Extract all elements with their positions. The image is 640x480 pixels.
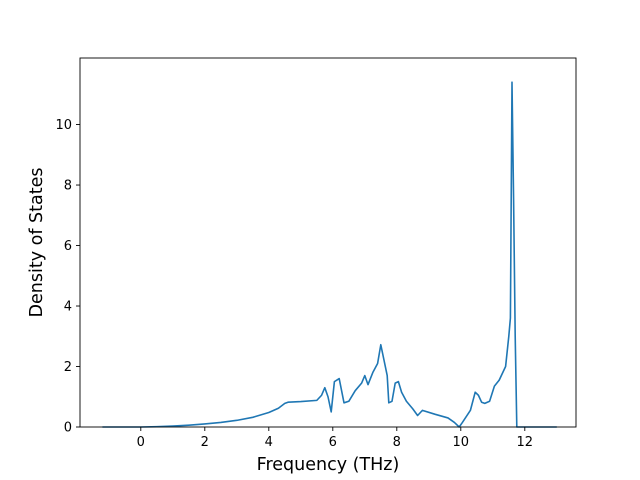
- x-tick-label: 6: [329, 435, 337, 450]
- plot-area: [102, 81, 557, 428]
- x-tick-label: 8: [393, 435, 401, 450]
- x-axis-label: Frequency (THz): [257, 455, 400, 475]
- x-tick-label: 2: [201, 435, 209, 450]
- x-tick-label: 0: [137, 435, 145, 450]
- y-axis-ticks: 0 2 4 6 8 10: [55, 118, 80, 436]
- y-tick-label: 10: [55, 118, 72, 133]
- y-tick-label: 8: [64, 179, 72, 194]
- y-tick-label: 0: [64, 421, 72, 436]
- y-tick-label: 4: [64, 300, 72, 315]
- y-tick-label: 6: [64, 239, 72, 254]
- y-axis-label: Density of States: [27, 168, 47, 318]
- x-tick-label: 12: [517, 435, 534, 450]
- x-axis-ticks: 0 2 4 6 8 10 12: [137, 427, 533, 450]
- dos-series-line: [102, 81, 557, 428]
- axes-frame: [79, 57, 577, 428]
- x-tick-label: 4: [265, 435, 273, 450]
- y-tick-label: 2: [64, 360, 72, 375]
- x-tick-label: 10: [453, 435, 470, 450]
